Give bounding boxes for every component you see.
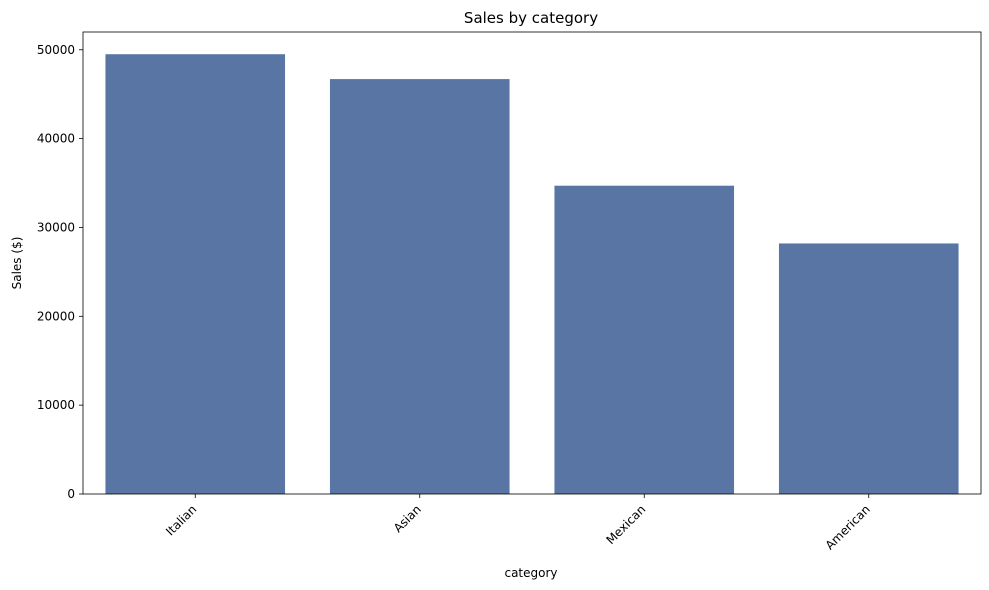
bar-american bbox=[778, 243, 959, 494]
x-axis-label: category bbox=[504, 566, 557, 580]
y-tick-label: 40000 bbox=[37, 132, 75, 146]
y-tick-label: 50000 bbox=[37, 43, 75, 57]
x-tick-label: Italian bbox=[163, 502, 199, 538]
y-tick-label: 10000 bbox=[37, 398, 75, 412]
chart-title: Sales by category bbox=[464, 9, 598, 27]
x-tick-label: Asian bbox=[391, 502, 424, 535]
y-tick-label: 30000 bbox=[37, 220, 75, 234]
plot-frame bbox=[82, 31, 982, 495]
y-axis-label: Sales ($) bbox=[10, 237, 24, 290]
bar-asian bbox=[329, 79, 510, 494]
x-tick-label: Mexican bbox=[603, 502, 648, 547]
y-tick-label: 0 bbox=[67, 487, 75, 501]
bar-mexican bbox=[554, 185, 735, 494]
x-tick-label: American bbox=[823, 502, 873, 552]
plot-area: 0 10000 20000 30000 40000 50000 Italian Asian Me… bbox=[37, 31, 982, 553]
bar-italian bbox=[105, 54, 286, 494]
y-tick-label: 20000 bbox=[37, 309, 75, 323]
